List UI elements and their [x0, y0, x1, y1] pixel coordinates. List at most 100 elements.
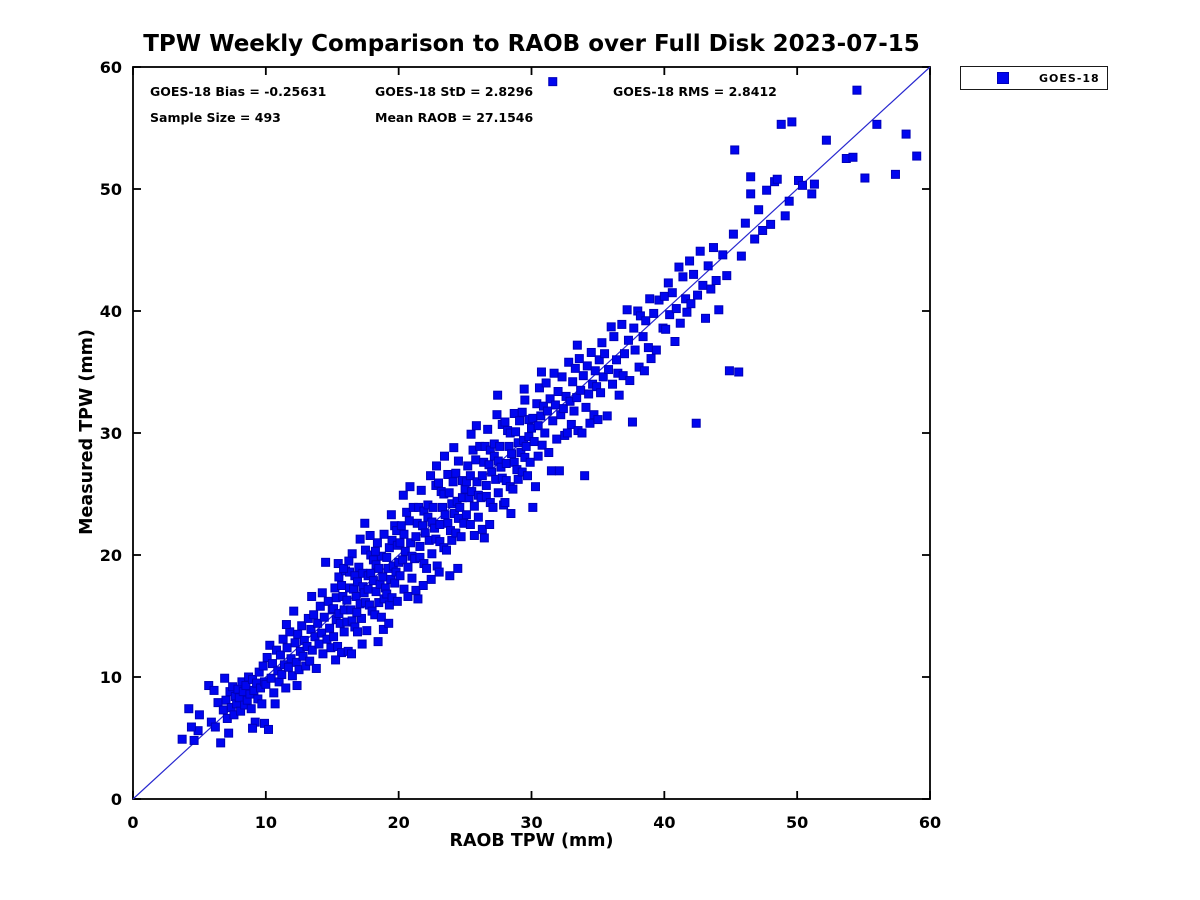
- data-point: [665, 310, 675, 320]
- data-point: [456, 532, 466, 542]
- data-point: [762, 185, 772, 195]
- data-point: [352, 577, 362, 587]
- data-point: [415, 541, 425, 551]
- data-point: [848, 152, 858, 162]
- y-tick-label: 0: [111, 790, 122, 809]
- data-point: [572, 340, 582, 350]
- data-point: [339, 627, 349, 637]
- data-point: [629, 323, 639, 333]
- data-point: [365, 530, 375, 540]
- data-point: [740, 218, 750, 228]
- data-point: [821, 135, 831, 145]
- data-point: [552, 434, 562, 444]
- data-point: [370, 546, 380, 556]
- data-point: [404, 516, 414, 526]
- data-point: [533, 421, 543, 431]
- data-point: [890, 169, 900, 179]
- data-point: [378, 572, 388, 582]
- data-point: [405, 482, 415, 492]
- data-point: [568, 377, 578, 387]
- data-point: [283, 662, 293, 672]
- data-point: [204, 681, 214, 691]
- data-point: [307, 591, 317, 601]
- data-point: [465, 471, 475, 481]
- data-point: [413, 594, 423, 604]
- x-tick-label: 10: [255, 813, 277, 832]
- data-point: [651, 345, 661, 355]
- data-point: [406, 538, 416, 548]
- data-point: [487, 467, 497, 477]
- data-point: [258, 661, 268, 671]
- data-point: [557, 372, 567, 382]
- data-point: [386, 510, 396, 520]
- data-point: [265, 640, 275, 650]
- data-point: [339, 563, 349, 573]
- data-point: [776, 119, 786, 129]
- stat-std-text: GOES-18 StD = 2.8296: [375, 84, 534, 99]
- data-point: [443, 518, 453, 528]
- data-point: [329, 604, 339, 614]
- data-point: [399, 584, 409, 594]
- data-point: [356, 613, 366, 623]
- data-point: [663, 278, 673, 288]
- data-point: [379, 529, 389, 539]
- x-axis-label: RAOB TPW (mm): [449, 831, 614, 851]
- y-axis-label: Measured TPW (mm): [77, 329, 97, 535]
- data-point: [602, 411, 612, 421]
- data-point: [580, 471, 590, 481]
- data-point: [581, 402, 591, 412]
- data-point: [411, 532, 421, 542]
- data-point: [585, 418, 595, 428]
- data-point: [517, 407, 527, 417]
- data-point: [395, 538, 405, 548]
- data-point: [667, 288, 677, 298]
- stat-sample-size-text: Sample Size = 493: [150, 110, 281, 125]
- data-point: [479, 533, 489, 543]
- data-point: [546, 466, 556, 476]
- data-point: [323, 596, 333, 606]
- data-point: [449, 443, 459, 453]
- data-point: [246, 704, 256, 714]
- data-point: [362, 626, 372, 636]
- data-point: [420, 528, 430, 538]
- data-point: [477, 471, 487, 481]
- data-point: [392, 596, 402, 606]
- data-point: [434, 478, 444, 488]
- data-point: [675, 318, 685, 328]
- data-point: [382, 552, 392, 562]
- data-point: [186, 722, 196, 732]
- data-point: [376, 612, 386, 622]
- data-point: [604, 365, 614, 375]
- data-point: [550, 400, 560, 410]
- data-point: [210, 722, 220, 732]
- data-point: [513, 474, 523, 484]
- data-point: [263, 724, 273, 734]
- data-point: [281, 683, 291, 693]
- data-point: [695, 246, 705, 256]
- data-point: [418, 581, 428, 590]
- data-point: [582, 361, 592, 371]
- data-point: [608, 379, 618, 389]
- data-point: [577, 428, 587, 438]
- data-point: [570, 363, 580, 373]
- data-point: [349, 584, 359, 594]
- data-point: [509, 457, 519, 467]
- data-point: [564, 357, 574, 367]
- stat-rms-text: GOES-18 RMS = 2.8412: [613, 84, 777, 99]
- data-point: [912, 151, 922, 161]
- data-point: [537, 440, 547, 450]
- data-point: [216, 738, 226, 748]
- data-point: [578, 371, 588, 381]
- data-point: [266, 673, 276, 683]
- data-point: [469, 501, 479, 511]
- data-point: [519, 384, 529, 394]
- data-point: [465, 520, 475, 529]
- data-point: [337, 581, 347, 590]
- data-point: [586, 347, 596, 357]
- data-point: [509, 408, 519, 418]
- data-point: [384, 618, 394, 628]
- data-point: [545, 394, 555, 404]
- data-point: [674, 262, 684, 272]
- data-point: [398, 490, 408, 500]
